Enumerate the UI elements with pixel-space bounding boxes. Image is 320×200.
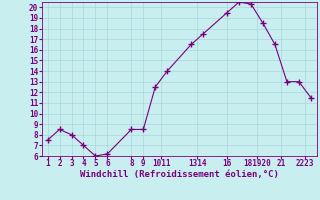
X-axis label: Windchill (Refroidissement éolien,°C): Windchill (Refroidissement éolien,°C) <box>80 170 279 179</box>
